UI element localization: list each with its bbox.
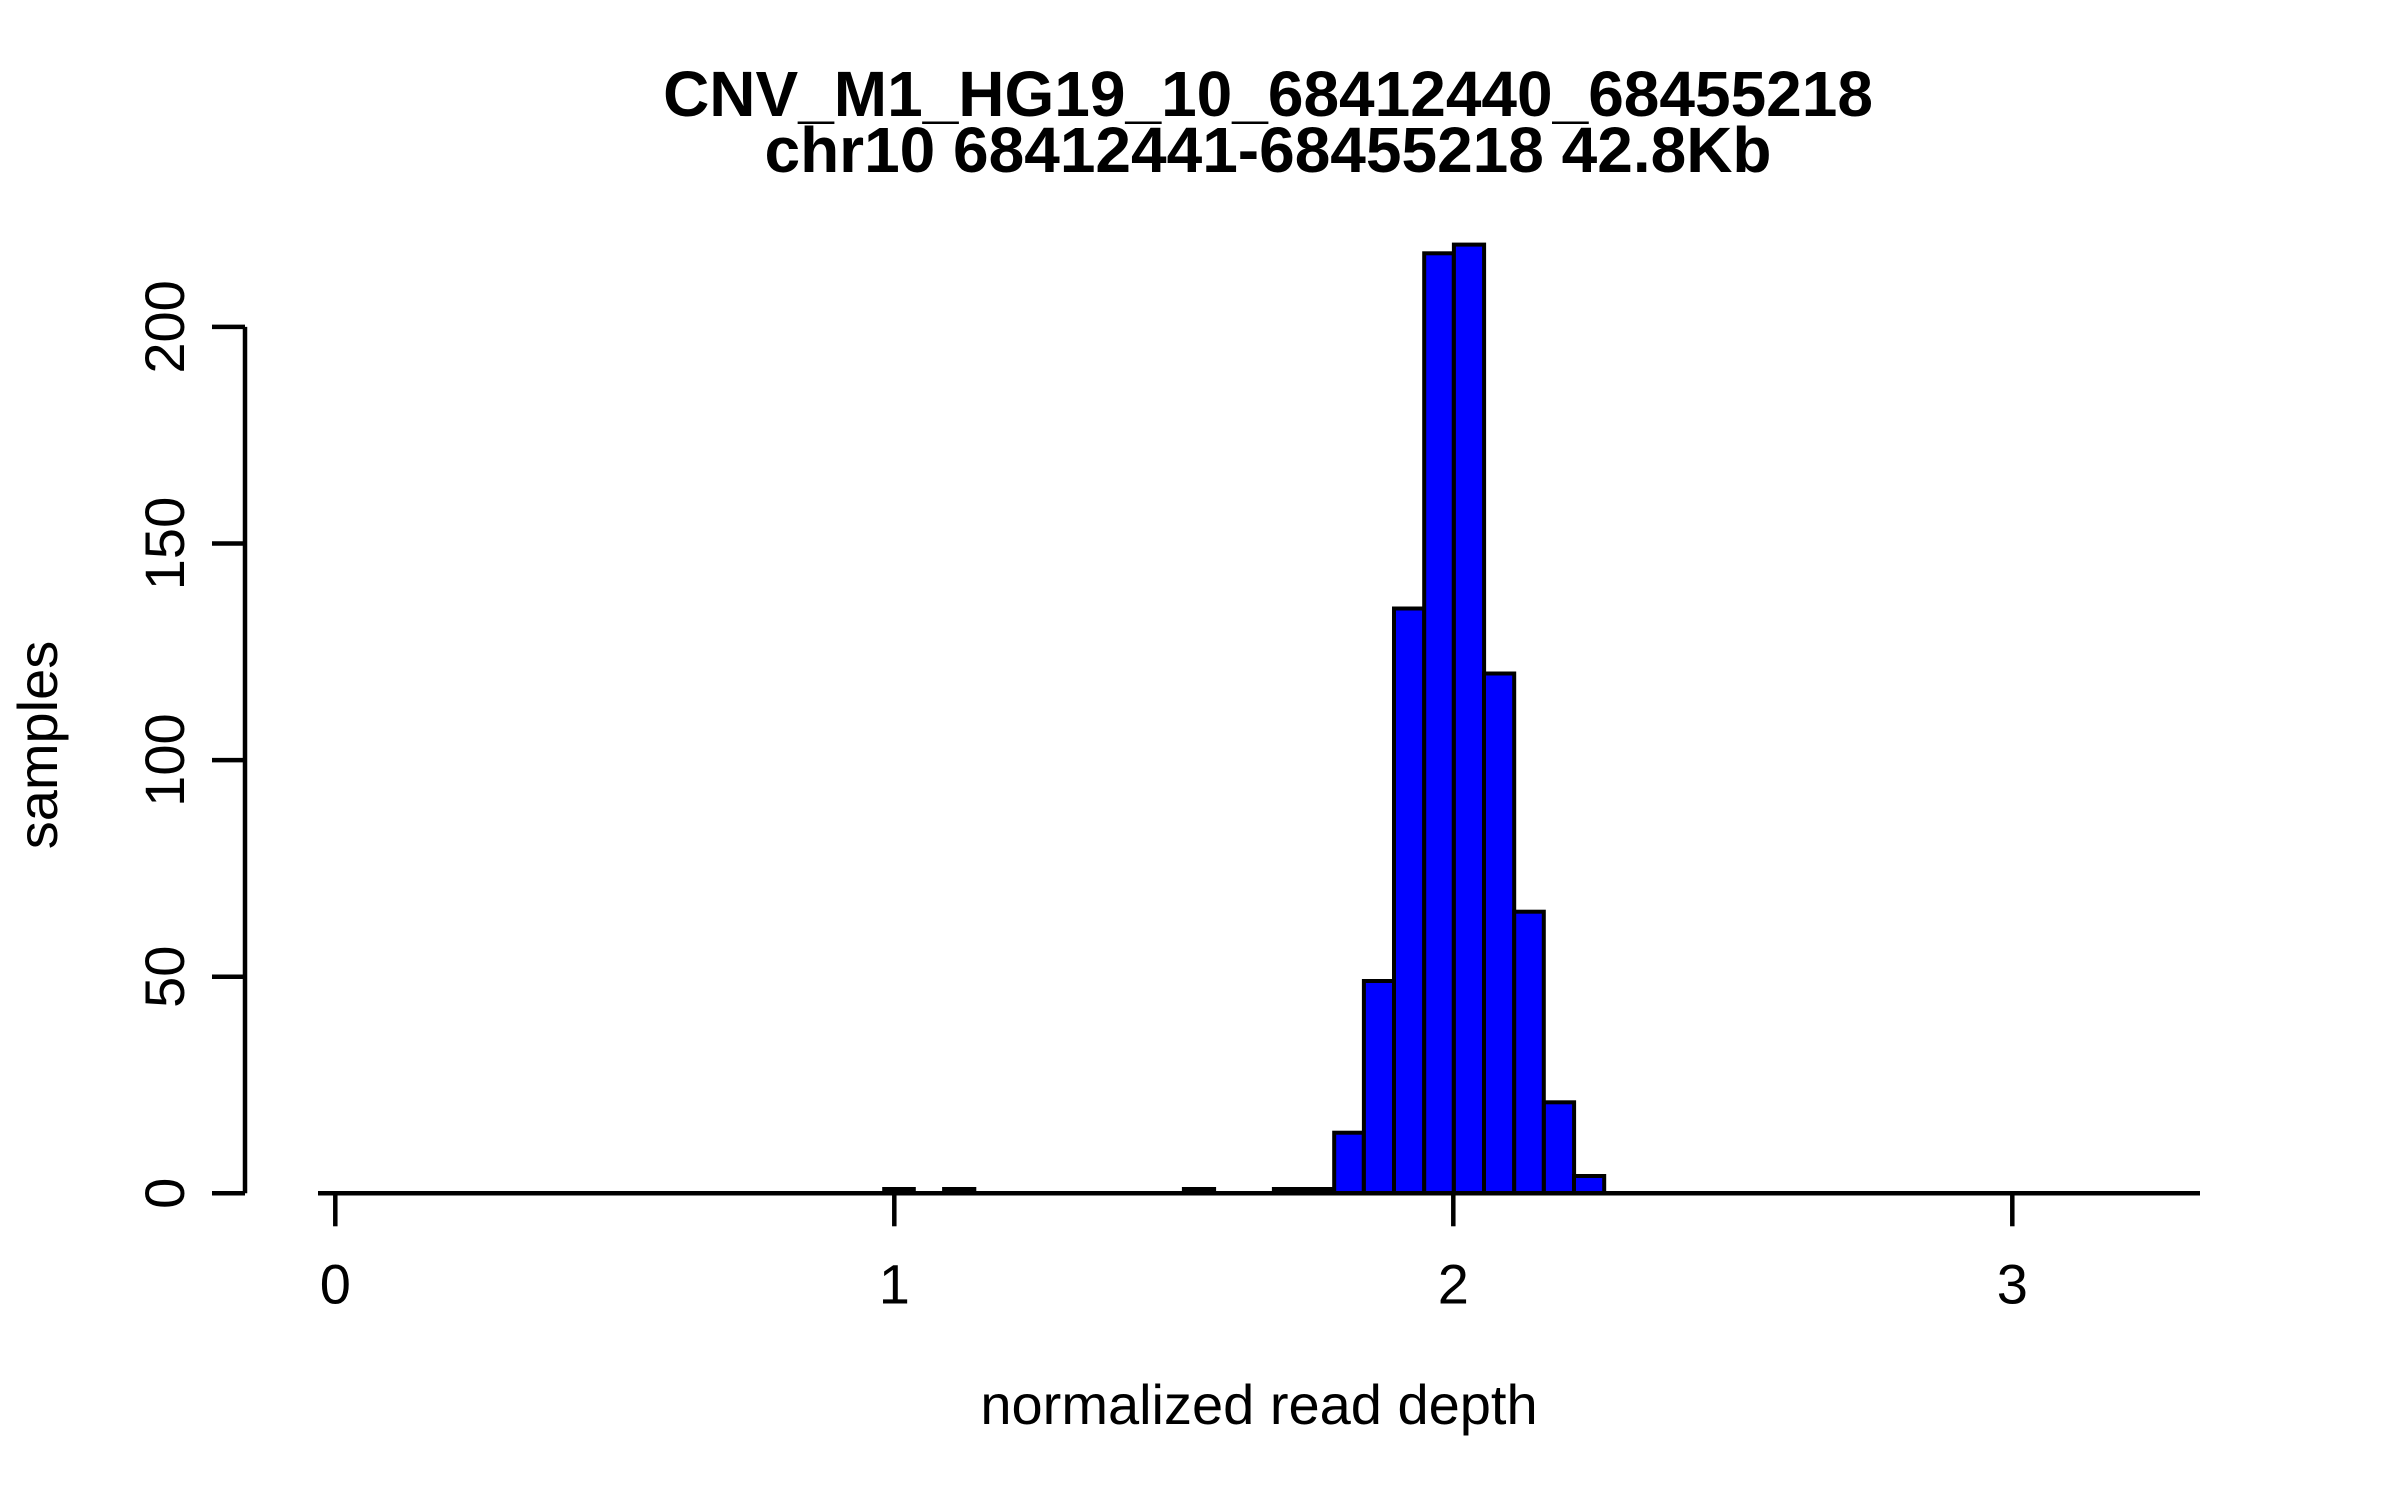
histogram-bar xyxy=(1422,251,1456,1196)
histogram-bar xyxy=(1392,606,1427,1196)
bars xyxy=(882,242,1607,1196)
histogram-bar xyxy=(1451,242,1487,1196)
histogram-bar xyxy=(1361,979,1397,1196)
histogram-bar xyxy=(1541,1100,1577,1196)
x-axis-label: normalized read depth xyxy=(980,1373,1537,1436)
histogram-bar xyxy=(1572,1174,1607,1196)
y-tick-label: 50 xyxy=(133,946,196,1008)
histogram-bar xyxy=(1512,909,1546,1196)
y-axis-label: samples xyxy=(6,641,69,850)
x-tick-label: 1 xyxy=(879,1252,910,1315)
chart-subtitle: chr10 68412441-68455218 42.8Kb xyxy=(764,114,1771,186)
y-tick-label: 200 xyxy=(133,280,196,373)
y-tick-label: 100 xyxy=(133,713,196,806)
x-tick-label: 3 xyxy=(1997,1252,2028,1315)
y-tick-label: 0 xyxy=(133,1178,196,1209)
y-axis: 0 50 100 150 200 xyxy=(133,280,248,1209)
x-tick-label: 0 xyxy=(320,1252,351,1315)
x-tick-label: 2 xyxy=(1438,1252,1469,1315)
histogram-bar xyxy=(1482,671,1517,1196)
chart-title: CNV_M1_HG19_10_68412440_68455218 xyxy=(663,58,1873,130)
histogram-bar xyxy=(1332,1130,1366,1196)
x-axis: 0 1 2 3 xyxy=(318,1191,2200,1315)
y-tick-label: 150 xyxy=(133,497,196,590)
